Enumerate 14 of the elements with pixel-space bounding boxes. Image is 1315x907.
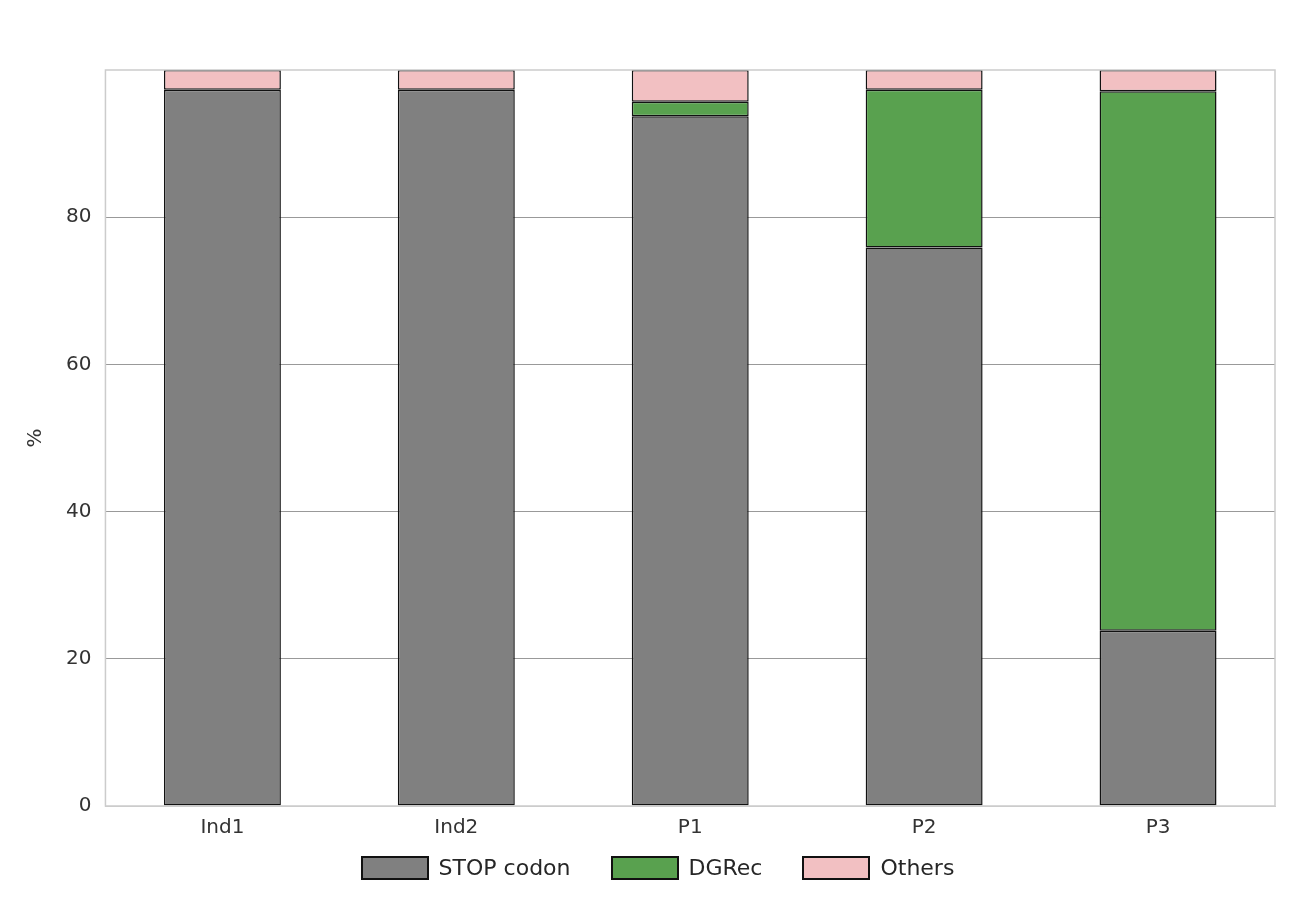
x-tick-label: P3 (1145, 814, 1171, 839)
x-tick-label: Ind2 (434, 814, 479, 839)
x-tick-label: Ind1 (200, 814, 245, 839)
y-tick-label: 20 (66, 645, 92, 669)
legend-label: DGRec (688, 855, 763, 880)
y-tick-label: 40 (66, 497, 92, 522)
y-axis-title: % (22, 428, 47, 448)
y-tick-label: 80 (66, 203, 92, 228)
y-tick-label: 60 (66, 350, 92, 375)
legend-label: Others (880, 855, 955, 880)
legend-label: STOP codon (438, 855, 571, 880)
x-tick-label: P2 (911, 814, 937, 839)
x-tick-label: P1 (677, 814, 703, 839)
y-tick-label: 0 (78, 792, 92, 817)
